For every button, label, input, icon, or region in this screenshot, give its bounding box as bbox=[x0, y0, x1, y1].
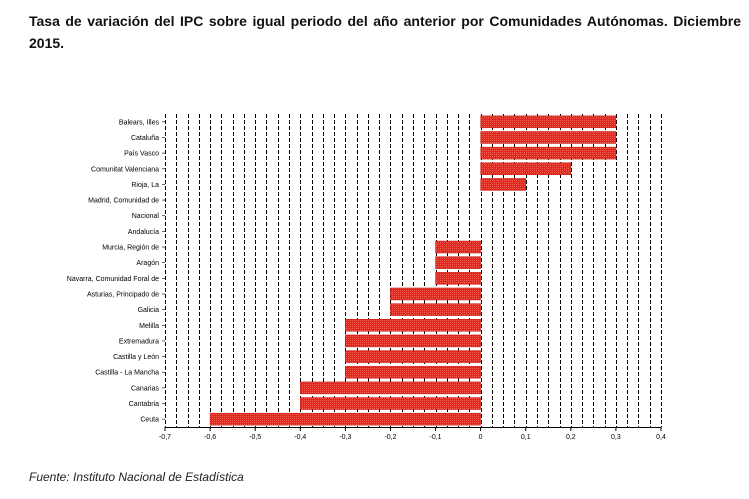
category-label: Murcia, Región de bbox=[102, 245, 159, 252]
category-label: Ceuta bbox=[140, 417, 159, 424]
x-tick-label: 0 bbox=[479, 434, 483, 441]
bar-navarra-comunidad-foral-de bbox=[435, 272, 481, 285]
x-tick-label: 0,4 bbox=[656, 434, 666, 441]
bar-comunitat-valenciana bbox=[480, 162, 572, 176]
x-tick-label: 0,1 bbox=[521, 434, 531, 441]
category-label: Canarias bbox=[131, 385, 160, 392]
x-tick-label: -0,4 bbox=[294, 434, 306, 441]
category-label: País Vasco bbox=[124, 151, 159, 158]
bar-balears-illes bbox=[480, 115, 617, 129]
category-label: Nacional bbox=[132, 213, 160, 220]
bar-ceuta bbox=[209, 412, 481, 426]
x-tick-label: 0,3 bbox=[611, 434, 621, 441]
bar-galicia bbox=[390, 303, 481, 316]
category-label: Asturias, Principado de bbox=[87, 291, 159, 298]
bar-pa-s-vasco bbox=[480, 146, 617, 160]
category-label: Castilla y León bbox=[113, 354, 159, 361]
category-label: Balears, Illes bbox=[119, 119, 160, 126]
bar-arag-n bbox=[435, 256, 481, 269]
x-tick-label: -0,2 bbox=[384, 434, 396, 441]
category-label: Andalucía bbox=[128, 229, 159, 236]
x-tick-label: 0,2 bbox=[566, 434, 576, 441]
category-labels: Balears, Illes Cataluña País Vasco Comunita… bbox=[67, 119, 160, 423]
category-label: Melilla bbox=[139, 323, 159, 330]
bar-catalu-a bbox=[480, 131, 617, 144]
x-tick-label: -0,3 bbox=[339, 434, 351, 441]
category-label: Castilla - La Mancha bbox=[95, 370, 159, 377]
bar-extremadura bbox=[345, 334, 481, 348]
category-label: Cantabria bbox=[129, 401, 159, 408]
bar-castilla-y-le-n bbox=[345, 350, 481, 363]
x-tick-label: -0,7 bbox=[159, 434, 171, 441]
x-axis: -0,7 -0,6 -0,5 -0,4 -0,3 -0,2 -0,1 0 0,1 0,2 0,3 0,… bbox=[159, 121, 666, 441]
category-label: Aragón bbox=[136, 260, 159, 267]
category-label: Cataluña bbox=[131, 135, 159, 142]
gridlines bbox=[165, 114, 662, 427]
bars bbox=[209, 115, 617, 426]
category-label: Navarra, Comunidad Foral de bbox=[67, 276, 159, 283]
bar-castilla-la-mancha bbox=[345, 365, 481, 379]
bar-cantabria bbox=[300, 397, 481, 410]
x-tick-label: -0,5 bbox=[249, 434, 261, 441]
category-label: Madrid, Comunidad de bbox=[88, 198, 159, 205]
bar-rioja-la bbox=[480, 178, 526, 191]
bar-asturias-principado-de bbox=[390, 287, 481, 301]
bar-melilla bbox=[345, 319, 481, 332]
category-label: Galicia bbox=[138, 307, 160, 314]
x-tick-label: -0,1 bbox=[430, 434, 442, 441]
category-label: Comunitat Valenciana bbox=[91, 166, 159, 173]
x-tick-label: -0,6 bbox=[204, 434, 216, 441]
bar-murcia-regi-n-de bbox=[435, 240, 481, 254]
category-label: Extremadura bbox=[119, 338, 159, 345]
bar-canarias bbox=[300, 381, 481, 395]
category-label: Rioja, La bbox=[131, 182, 159, 189]
chart-title: Tasa de variación del IPC sobre igual pe… bbox=[29, 13, 741, 51]
source-note: Fuente: Instituto Nacional de Estadístic… bbox=[29, 470, 244, 484]
